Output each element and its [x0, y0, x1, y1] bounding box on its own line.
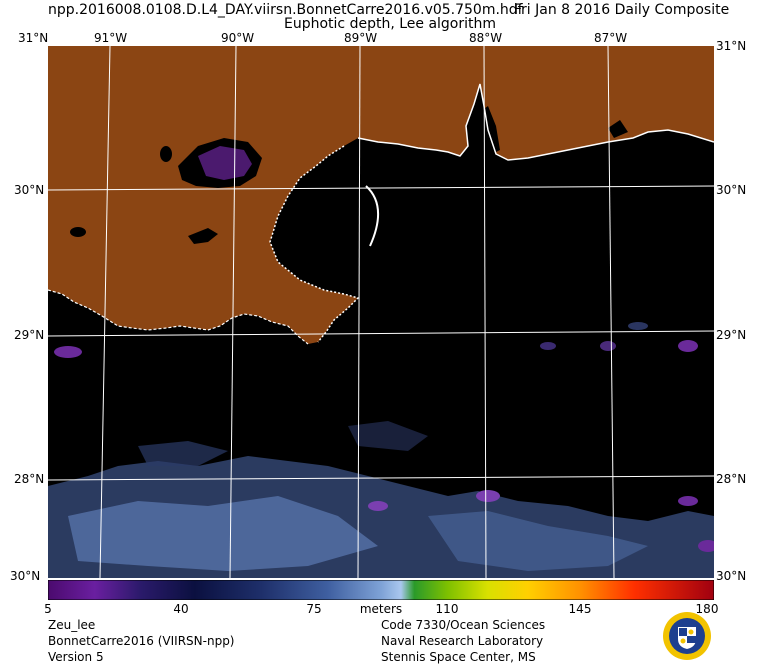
lat-label-28n-right: 28°N [716, 472, 747, 486]
colorbar [47, 579, 715, 601]
colorbar-tick-5: 5 [44, 602, 52, 616]
lon-label-87w: 87°W [594, 31, 628, 45]
colorbar-gradient [47, 579, 715, 601]
offshore-depth-data [48, 322, 714, 578]
footer-variable: Zeu_lee [48, 618, 96, 632]
lat-label-30n-right: 30°N [716, 183, 747, 197]
lat-label-28n-left: 28°N [14, 472, 45, 486]
lat-label-31n-left: 31°N [18, 31, 49, 45]
footer-location: Stennis Space Center, MS [381, 650, 536, 664]
footer-code: Code 7330/Ocean Sciences [381, 618, 546, 632]
lat-label-29n-right: 29°N [716, 328, 747, 342]
lon-label-90w: 90°W [221, 31, 255, 45]
lat-label-bottom-right: 30°N [716, 569, 747, 583]
colorbar-tick-110: 110 [435, 602, 459, 616]
lat-label-30n-left: 30°N [14, 183, 45, 197]
colorbar-tick-180: 180 [695, 602, 719, 616]
lon-label-91w: 91°W [94, 31, 128, 45]
colorbar-tick-75: 75 [306, 602, 322, 616]
date-label: Fri Jan 8 2016 Daily Composite [514, 2, 730, 18]
footer-version: Version 5 [48, 650, 104, 664]
nrl-seal-logo [663, 612, 711, 660]
lat-label-bottom-left: 30°N [10, 569, 41, 583]
euphotic-depth-map [48, 46, 714, 578]
footer-lab: Naval Research Laboratory [381, 634, 544, 648]
lon-label-88w: 88°W [469, 31, 503, 45]
colorbar-units: meters [359, 602, 403, 616]
colorbar-tick-40: 40 [173, 602, 189, 616]
graticule [48, 46, 714, 578]
product-title: Euphotic depth, Lee algorithm [284, 16, 497, 32]
lat-label-29n-left: 29°N [14, 328, 45, 342]
colorbar-tick-145: 145 [568, 602, 592, 616]
footer-dataset: BonnetCarre2016 (VIIRSN-npp) [48, 634, 235, 648]
file-name: npp.2016008.0108.D.L4_DAY.viirsn.BonnetC… [48, 2, 523, 18]
lat-label-31n-right: 31°N [716, 39, 747, 53]
lon-label-89w: 89°W [344, 31, 378, 45]
land-mass [48, 46, 714, 344]
